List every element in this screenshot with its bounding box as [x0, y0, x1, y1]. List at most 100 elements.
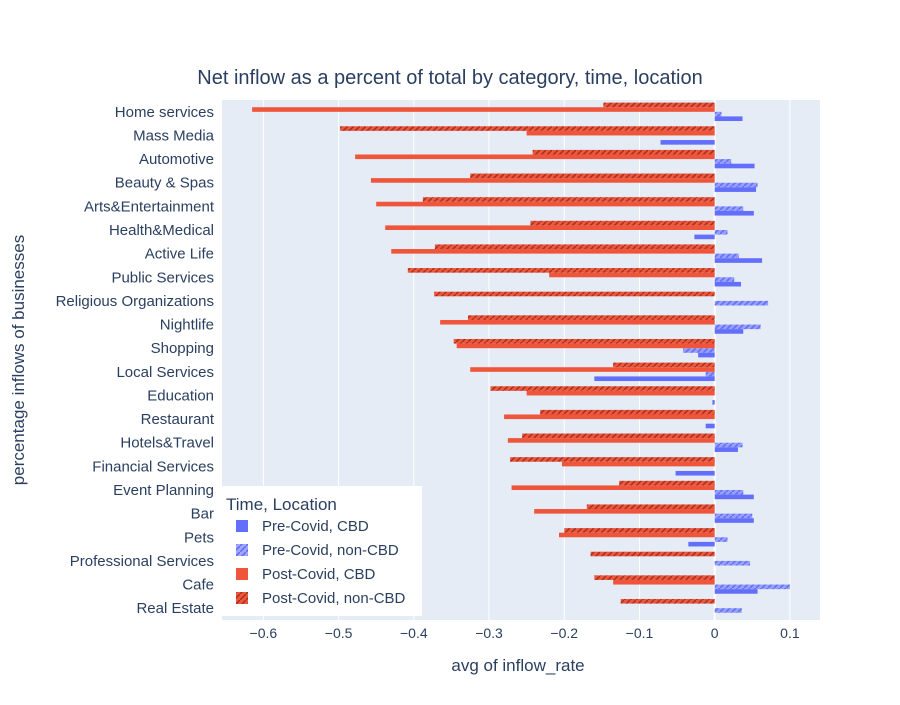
bar	[714, 490, 744, 495]
bar	[619, 480, 715, 486]
x-tick-labels: −0.6 −0.5 −0.4 −0.3 −0.2 −0.1 0 0.1	[250, 625, 800, 641]
bar	[698, 352, 715, 358]
bar	[714, 324, 761, 330]
y-axis-label: percentage inflows of businesses	[9, 235, 28, 485]
bar	[714, 560, 751, 566]
bar	[714, 608, 742, 613]
y-tick-label: Nightlife	[160, 317, 214, 334]
y-tick-label: Financial Services	[92, 458, 214, 475]
bar	[714, 182, 758, 188]
y-tick-label: Arts&Entertainment	[84, 198, 215, 215]
bar	[510, 457, 715, 462]
y-tick-label: Bar	[191, 506, 214, 523]
legend-item-label: Post-Covid, CBD	[262, 566, 376, 583]
legend-swatch	[236, 544, 248, 556]
y-tick-label: Religious Organizations	[56, 293, 214, 310]
bar	[511, 485, 715, 490]
bar	[714, 537, 728, 542]
bar	[370, 178, 715, 183]
y-tick-labels: Home services Mass Media Automotive Beauty …	[56, 104, 215, 617]
x-axis-label: avg of inflow_rate	[451, 656, 584, 675]
bar	[613, 579, 715, 585]
bar	[440, 319, 715, 325]
bar	[714, 329, 744, 334]
bar	[620, 598, 715, 604]
bar	[456, 343, 715, 349]
bar	[603, 102, 715, 108]
y-tick-label: Local Services	[116, 364, 214, 381]
bar	[705, 423, 715, 429]
bar	[434, 244, 715, 250]
legend-swatch	[236, 520, 248, 532]
bar	[714, 116, 743, 122]
y-tick-label: Health&Medical	[109, 222, 214, 239]
y-tick-label: Home services	[115, 104, 214, 121]
bar	[714, 187, 757, 192]
y-tick-label: Cafe	[182, 577, 214, 594]
bar	[714, 159, 732, 164]
bar	[526, 390, 715, 396]
bar	[683, 348, 715, 353]
bar	[422, 197, 715, 202]
legend-background	[222, 486, 422, 616]
bar	[540, 409, 715, 415]
bar	[712, 400, 715, 405]
bar	[407, 268, 715, 273]
bar	[490, 386, 715, 391]
bar	[660, 140, 715, 145]
bar	[376, 201, 715, 207]
x-tick-label: −0.4	[400, 625, 428, 641]
bar	[507, 438, 715, 443]
legend-title: Time, Location	[226, 495, 337, 514]
bar	[675, 470, 715, 476]
bar	[688, 541, 715, 547]
bar	[561, 461, 715, 467]
bar	[590, 551, 715, 557]
y-tick-label: Automotive	[139, 151, 214, 168]
bars-layer	[252, 102, 790, 613]
bar	[714, 258, 763, 263]
chart-title: Net inflow as a percent of total by cate…	[197, 67, 702, 89]
bar	[714, 230, 728, 235]
y-tick-label: Real Estate	[136, 600, 214, 617]
bar	[613, 362, 715, 368]
legend: Time, Location Pre-Covid, CBDPre-Covid, …	[222, 486, 422, 616]
bar	[714, 447, 739, 452]
y-tick-label: Beauty & Spas	[115, 175, 214, 192]
y-tick-label: Public Services	[111, 269, 214, 286]
bar	[526, 130, 715, 136]
legend-item-label: Post-Covid, non-CBD	[262, 590, 406, 607]
bar	[504, 414, 715, 420]
legend-swatch	[236, 592, 248, 604]
y-tick-label: Event Planning	[113, 482, 214, 499]
bar	[594, 575, 715, 580]
bar	[714, 163, 755, 169]
bar	[705, 371, 715, 377]
bar	[558, 532, 715, 538]
bar	[391, 249, 715, 254]
bar	[714, 513, 753, 519]
y-tick-label: Hotels&Travel	[120, 435, 214, 452]
bar	[714, 584, 790, 590]
bar	[530, 220, 715, 226]
bar	[714, 111, 722, 117]
bar	[467, 315, 715, 320]
bar	[385, 225, 715, 230]
bar	[534, 509, 715, 514]
legend-item-label: Pre-Covid, CBD	[262, 518, 369, 535]
bar	[594, 376, 715, 382]
y-tick-label: Education	[147, 387, 214, 404]
bar	[714, 253, 739, 259]
bar	[714, 210, 754, 216]
y-tick-label: Pets	[184, 529, 214, 546]
bar	[714, 518, 754, 523]
x-tick-label: −0.6	[250, 625, 278, 641]
x-tick-label: 0.1	[780, 625, 800, 641]
bar	[340, 126, 715, 131]
bar	[252, 107, 715, 112]
bar	[694, 234, 715, 240]
bar	[714, 589, 758, 594]
x-tick-label: −0.5	[325, 625, 353, 641]
